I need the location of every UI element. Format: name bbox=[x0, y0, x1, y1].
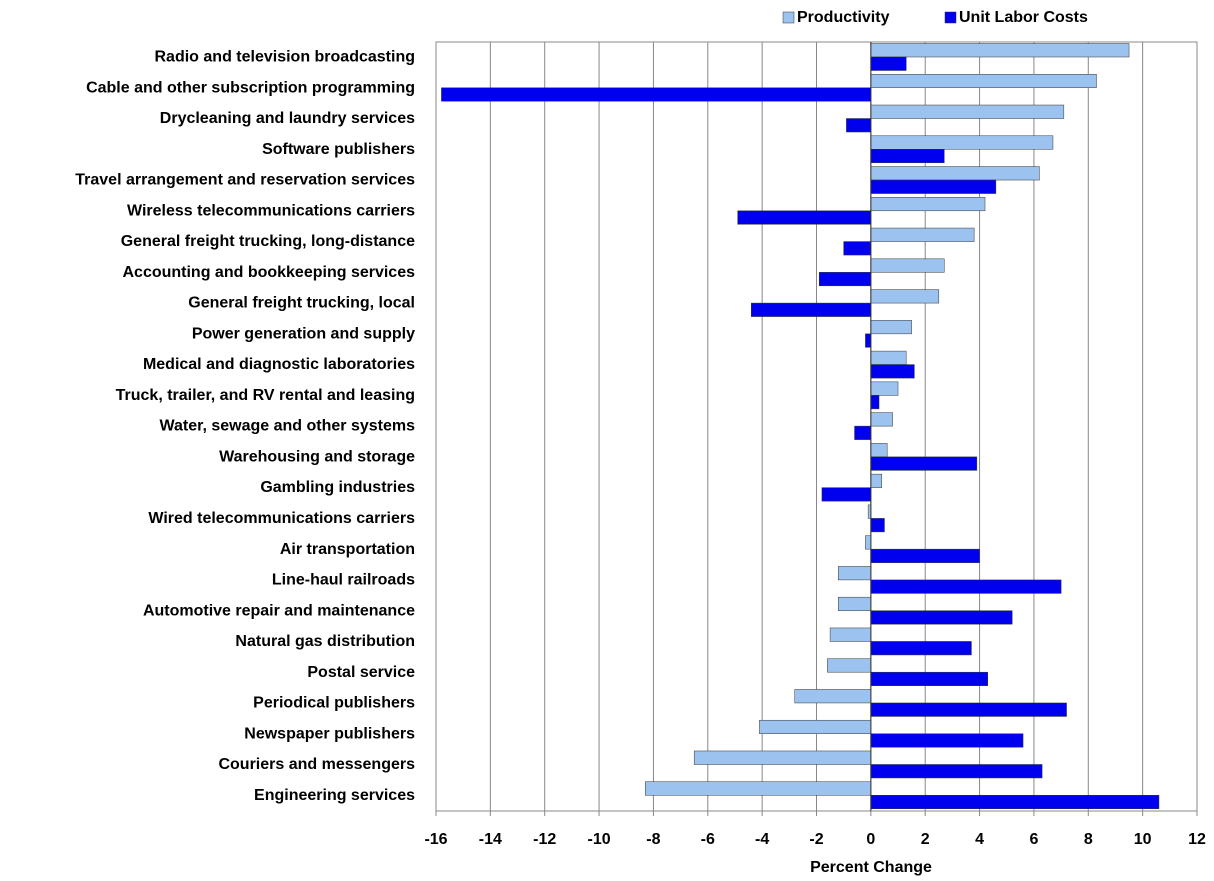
bar bbox=[818, 272, 872, 287]
bar bbox=[441, 87, 872, 102]
y-tick-label: Truck, trailer, and RV rental and leasin… bbox=[116, 387, 415, 404]
legend-label: Productivity bbox=[797, 9, 890, 26]
bar bbox=[870, 702, 1067, 717]
bar bbox=[870, 548, 980, 563]
y-tick-label: General freight trucking, long-distance bbox=[121, 233, 415, 250]
bar bbox=[870, 179, 997, 194]
bar bbox=[870, 518, 885, 533]
bar bbox=[870, 443, 888, 458]
y-tick-label: General freight trucking, local bbox=[188, 295, 415, 312]
bar bbox=[737, 210, 872, 225]
bar bbox=[759, 719, 872, 734]
legend-swatch bbox=[944, 11, 957, 24]
bar bbox=[751, 302, 872, 317]
bar bbox=[870, 671, 988, 686]
bar bbox=[837, 596, 872, 611]
bar bbox=[870, 610, 1013, 625]
y-tick-label: Warehousing and storage bbox=[219, 448, 415, 465]
bar bbox=[870, 149, 945, 164]
bar bbox=[870, 43, 1130, 58]
bar bbox=[827, 658, 872, 673]
y-tick-label: Automotive repair and maintenance bbox=[143, 602, 415, 619]
y-tick-label: Periodical publishers bbox=[253, 695, 415, 712]
bar bbox=[870, 395, 880, 410]
bar bbox=[870, 258, 945, 273]
bar bbox=[794, 689, 872, 704]
bar bbox=[865, 333, 872, 348]
y-tick-label: Power generation and supply bbox=[192, 325, 415, 342]
bar bbox=[854, 425, 872, 440]
bar bbox=[870, 412, 893, 427]
plot-frame bbox=[435, 41, 1198, 812]
x-tick-label: 4 bbox=[975, 831, 984, 848]
y-tick-label: Gambling industries bbox=[260, 479, 415, 496]
x-tick-label: 12 bbox=[1188, 831, 1206, 848]
legend-swatch bbox=[782, 11, 795, 24]
bar bbox=[829, 627, 872, 642]
y-tick-label: Natural gas distribution bbox=[235, 633, 415, 650]
x-tick-label: -2 bbox=[809, 831, 823, 848]
bar bbox=[870, 289, 940, 304]
y-tick-label: Engineering services bbox=[254, 787, 415, 804]
bar bbox=[870, 764, 1043, 779]
y-tick-label: Software publishers bbox=[262, 141, 415, 158]
bar bbox=[870, 74, 1097, 89]
y-tick-label: Air transportation bbox=[280, 541, 415, 558]
y-tick-label: Line-haul railroads bbox=[272, 572, 415, 589]
y-tick-label: Water, sewage and other systems bbox=[159, 418, 415, 435]
bar bbox=[693, 750, 872, 765]
bar bbox=[870, 166, 1040, 181]
x-tick-label: -12 bbox=[533, 831, 556, 848]
x-tick-label: -14 bbox=[479, 831, 502, 848]
bar bbox=[870, 197, 986, 212]
bar bbox=[870, 641, 972, 656]
y-tick-label: Cable and other subscription programming bbox=[86, 79, 415, 96]
bar bbox=[821, 487, 872, 502]
x-tick-label: -10 bbox=[588, 831, 611, 848]
bar bbox=[837, 566, 872, 581]
x-axis-label: Percent Change bbox=[810, 859, 932, 876]
bar bbox=[870, 456, 978, 471]
bar bbox=[846, 118, 872, 133]
bar bbox=[870, 381, 899, 396]
x-tick-label: -8 bbox=[646, 831, 660, 848]
bar bbox=[870, 733, 1024, 748]
y-tick-label: Drycleaning and laundry services bbox=[160, 110, 415, 127]
y-tick-label: Travel arrangement and reservation servi… bbox=[75, 172, 415, 189]
y-tick-label: Postal service bbox=[307, 664, 415, 681]
bar bbox=[870, 473, 882, 488]
bar bbox=[870, 794, 1160, 809]
x-tick-label: 6 bbox=[1029, 831, 1038, 848]
y-tick-label: Medical and diagnostic laboratories bbox=[143, 356, 415, 373]
bar bbox=[870, 579, 1062, 594]
y-tick-label: Radio and television broadcasting bbox=[155, 49, 416, 66]
x-tick-label: -6 bbox=[701, 831, 715, 848]
bar bbox=[870, 320, 912, 335]
bar bbox=[865, 535, 872, 550]
bar bbox=[870, 104, 1065, 119]
x-tick-label: 8 bbox=[1084, 831, 1093, 848]
y-tick-label: Wireless telecommunications carriers bbox=[127, 202, 415, 219]
x-tick-label: 10 bbox=[1134, 831, 1152, 848]
legend-label: Unit Labor Costs bbox=[959, 9, 1088, 26]
y-tick-label: Accounting and bookkeeping services bbox=[122, 264, 415, 281]
bar bbox=[870, 350, 907, 365]
y-tick-label: Couriers and messengers bbox=[218, 756, 415, 773]
x-tick-label: 0 bbox=[866, 831, 875, 848]
bar bbox=[870, 227, 975, 242]
x-tick-label: 2 bbox=[921, 831, 930, 848]
bar bbox=[870, 56, 907, 71]
y-tick-label: Wired telecommunications carriers bbox=[148, 510, 415, 527]
bar bbox=[843, 241, 872, 256]
bar bbox=[645, 781, 872, 796]
x-tick-label: -4 bbox=[755, 831, 769, 848]
y-tick-label: Newspaper publishers bbox=[244, 725, 415, 742]
bar bbox=[870, 135, 1054, 150]
bar bbox=[870, 364, 915, 379]
x-tick-label: -16 bbox=[424, 831, 447, 848]
